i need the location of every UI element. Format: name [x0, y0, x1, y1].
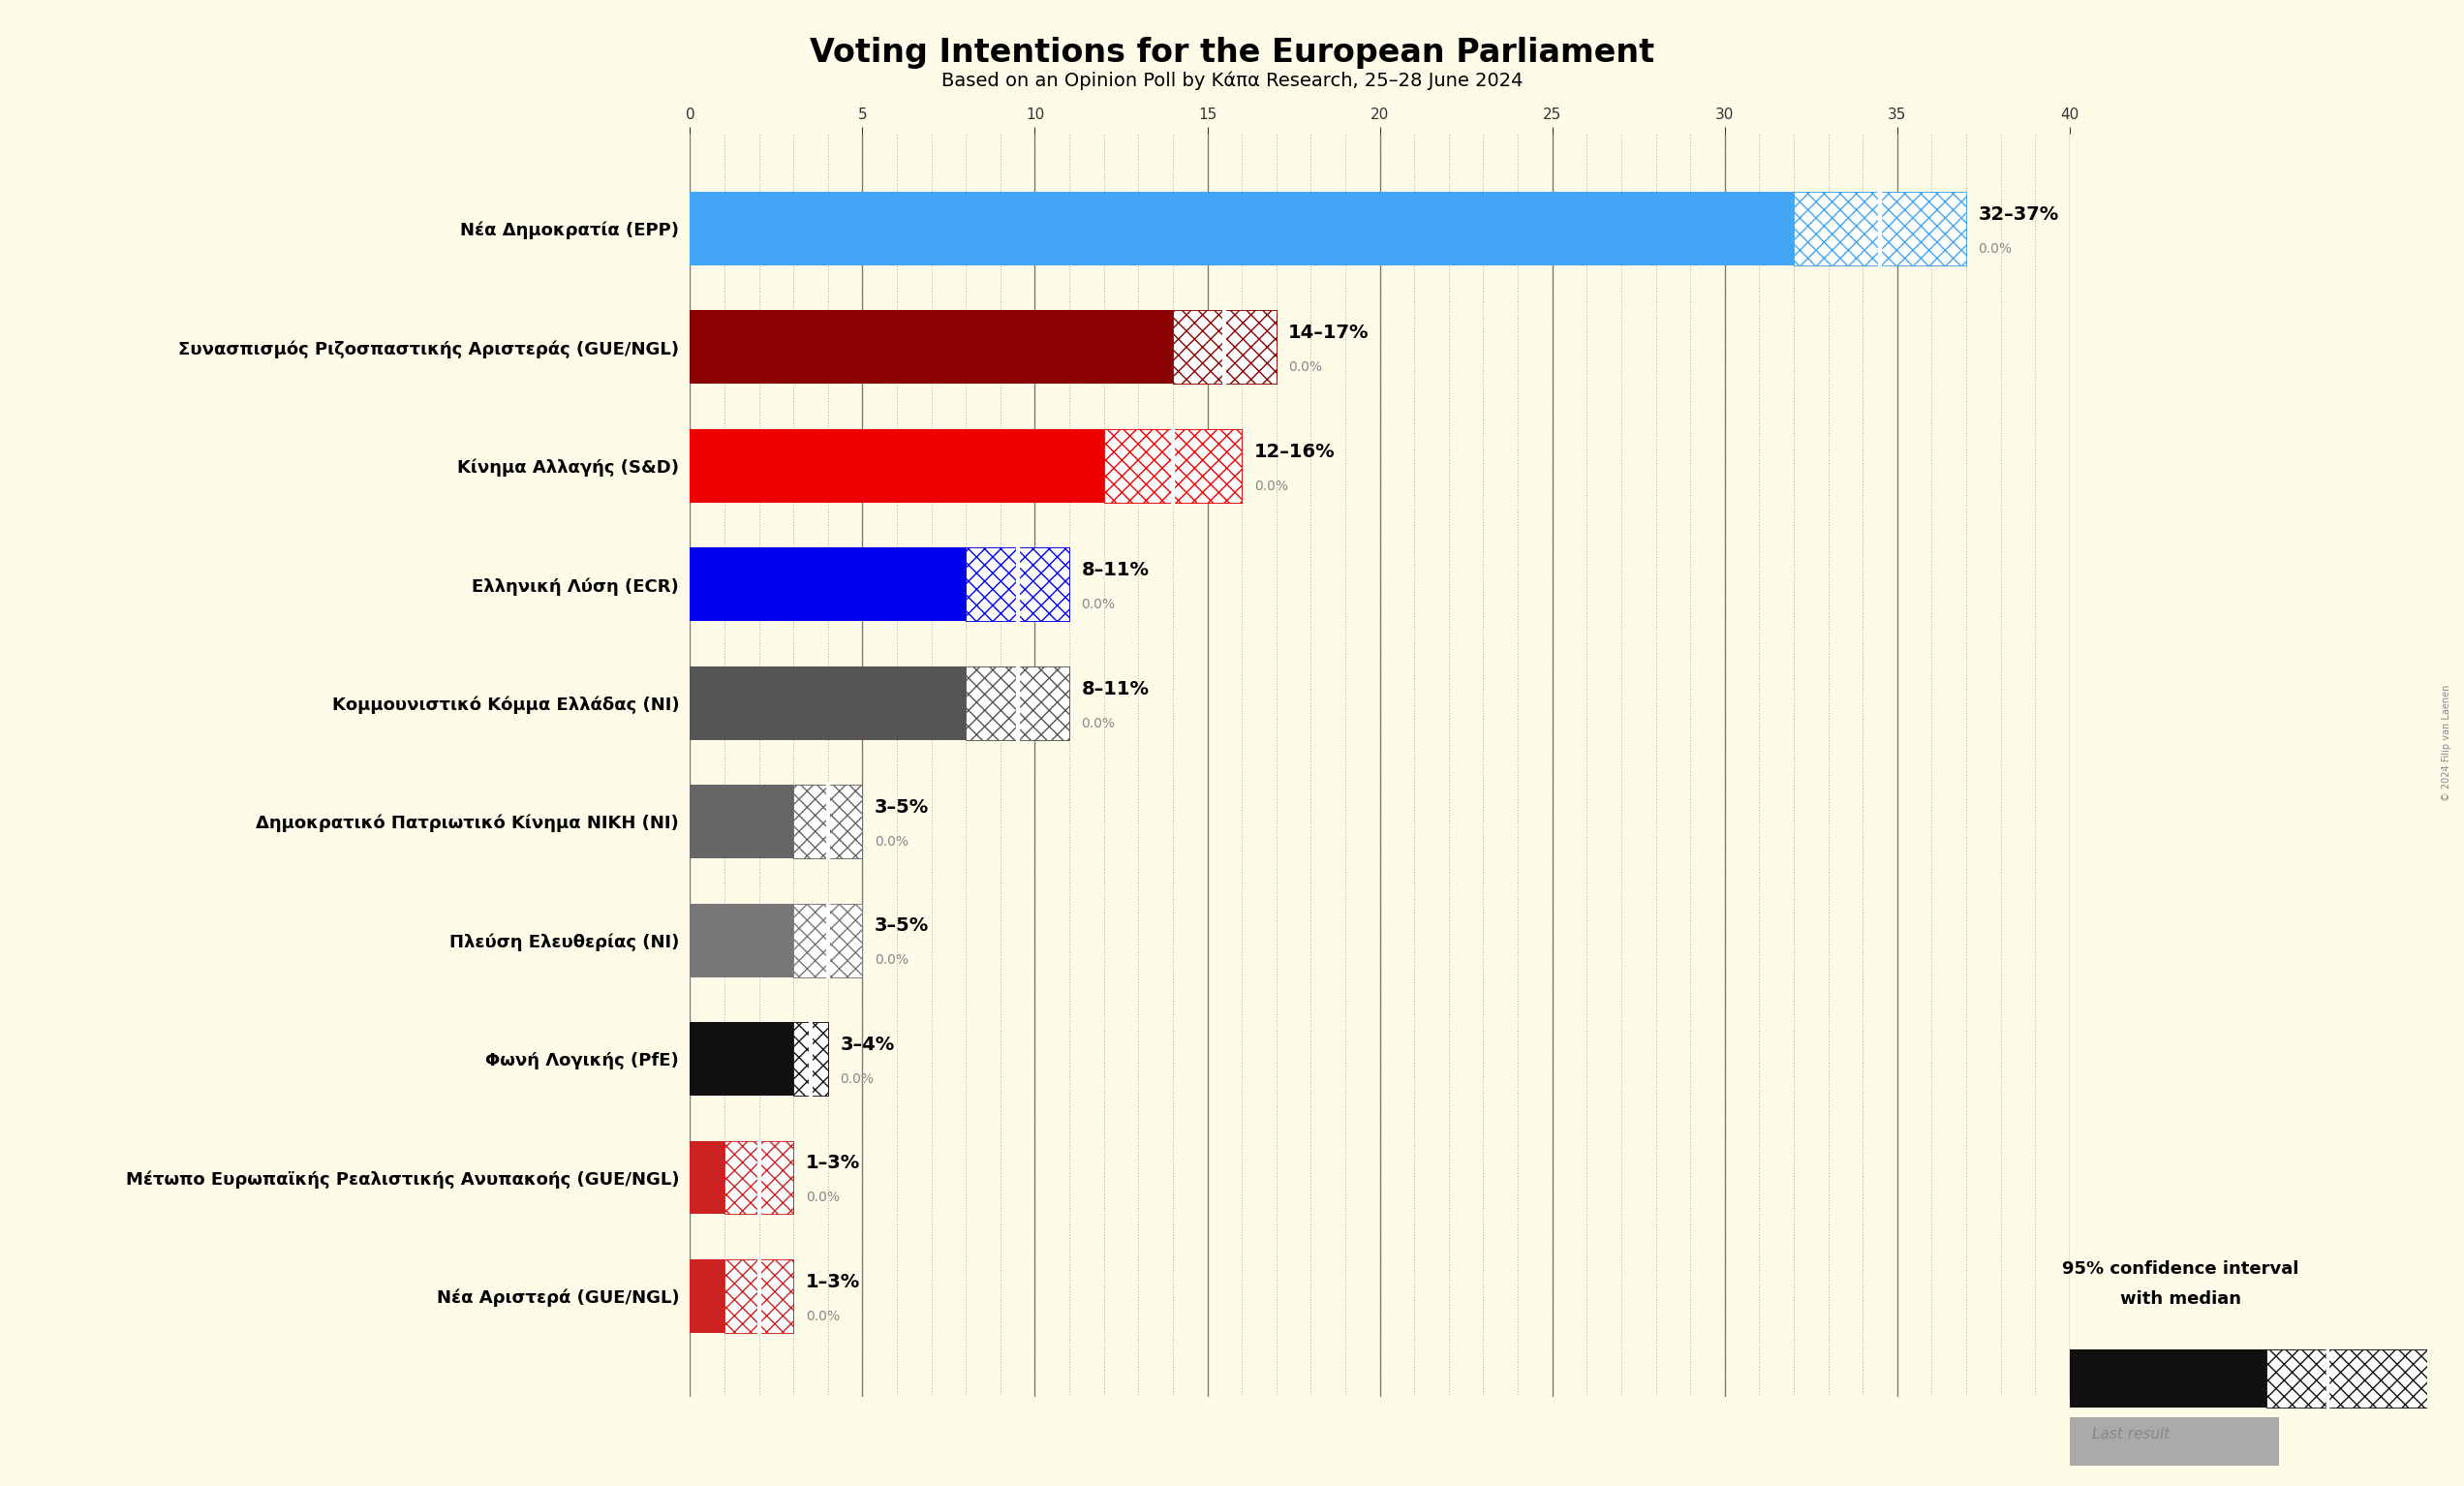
Bar [690, 903, 793, 976]
Bar [793, 903, 862, 976]
Bar [2070, 1418, 2279, 1465]
Text: 95% confidence interval: 95% confidence interval [2062, 1260, 2299, 1278]
Text: 14–17%: 14–17% [1289, 324, 1370, 342]
Bar [793, 785, 862, 859]
Text: 1–3%: 1–3% [806, 1155, 860, 1172]
Bar [690, 785, 793, 859]
Text: 0.0%: 0.0% [1254, 478, 1289, 493]
Bar [1794, 192, 1966, 266]
Bar [690, 1141, 724, 1214]
Bar [793, 1022, 828, 1095]
Bar [2267, 1349, 2427, 1407]
Bar [1173, 311, 1276, 383]
Text: with median: with median [2119, 1290, 2242, 1308]
Bar [793, 1022, 828, 1095]
Bar [724, 1259, 793, 1333]
Text: 0.0%: 0.0% [1289, 361, 1323, 374]
Bar [724, 1259, 793, 1333]
Bar [966, 666, 1069, 740]
Text: 0.0%: 0.0% [1979, 242, 2013, 256]
Bar [690, 666, 966, 740]
Text: Voting Intentions for the European Parliament: Voting Intentions for the European Parli… [811, 37, 1653, 70]
Bar [690, 311, 1173, 383]
Bar [1104, 429, 1242, 502]
Bar [1173, 311, 1276, 383]
Bar [690, 1022, 793, 1095]
Bar [690, 548, 966, 621]
Bar [690, 429, 1104, 502]
Text: 32–37%: 32–37% [1979, 205, 2060, 223]
Text: 3–5%: 3–5% [875, 798, 929, 817]
Bar [966, 548, 1069, 621]
Text: 0.0%: 0.0% [1082, 716, 1116, 730]
Text: Based on an Opinion Poll by Κάπα Research, 25–28 June 2024: Based on an Opinion Poll by Κάπα Researc… [941, 71, 1523, 91]
Bar [724, 1141, 793, 1214]
Bar [690, 1259, 724, 1333]
Text: 0.0%: 0.0% [806, 1190, 840, 1204]
Bar [724, 1141, 793, 1214]
Text: © 2024 Filip van Laenen: © 2024 Filip van Laenen [2442, 685, 2452, 801]
Text: Last result: Last result [2092, 1427, 2171, 1441]
Bar [2070, 1349, 2267, 1407]
Bar [966, 548, 1069, 621]
Bar [1104, 429, 1242, 502]
Bar [2267, 1349, 2427, 1407]
Text: 0.0%: 0.0% [806, 1309, 840, 1323]
Text: 1–3%: 1–3% [806, 1272, 860, 1291]
Text: 3–4%: 3–4% [840, 1036, 894, 1054]
Text: 12–16%: 12–16% [1254, 443, 1335, 461]
Text: 3–5%: 3–5% [875, 917, 929, 935]
Bar [793, 785, 862, 859]
Text: 0.0%: 0.0% [1082, 597, 1116, 611]
Text: 0.0%: 0.0% [875, 954, 909, 967]
Bar [1794, 192, 1966, 266]
Text: 0.0%: 0.0% [840, 1073, 875, 1086]
Text: 0.0%: 0.0% [875, 835, 909, 849]
Text: 8–11%: 8–11% [1082, 562, 1148, 580]
Bar [690, 192, 1794, 266]
Bar [966, 666, 1069, 740]
Text: 8–11%: 8–11% [1082, 679, 1148, 698]
Bar [793, 903, 862, 976]
